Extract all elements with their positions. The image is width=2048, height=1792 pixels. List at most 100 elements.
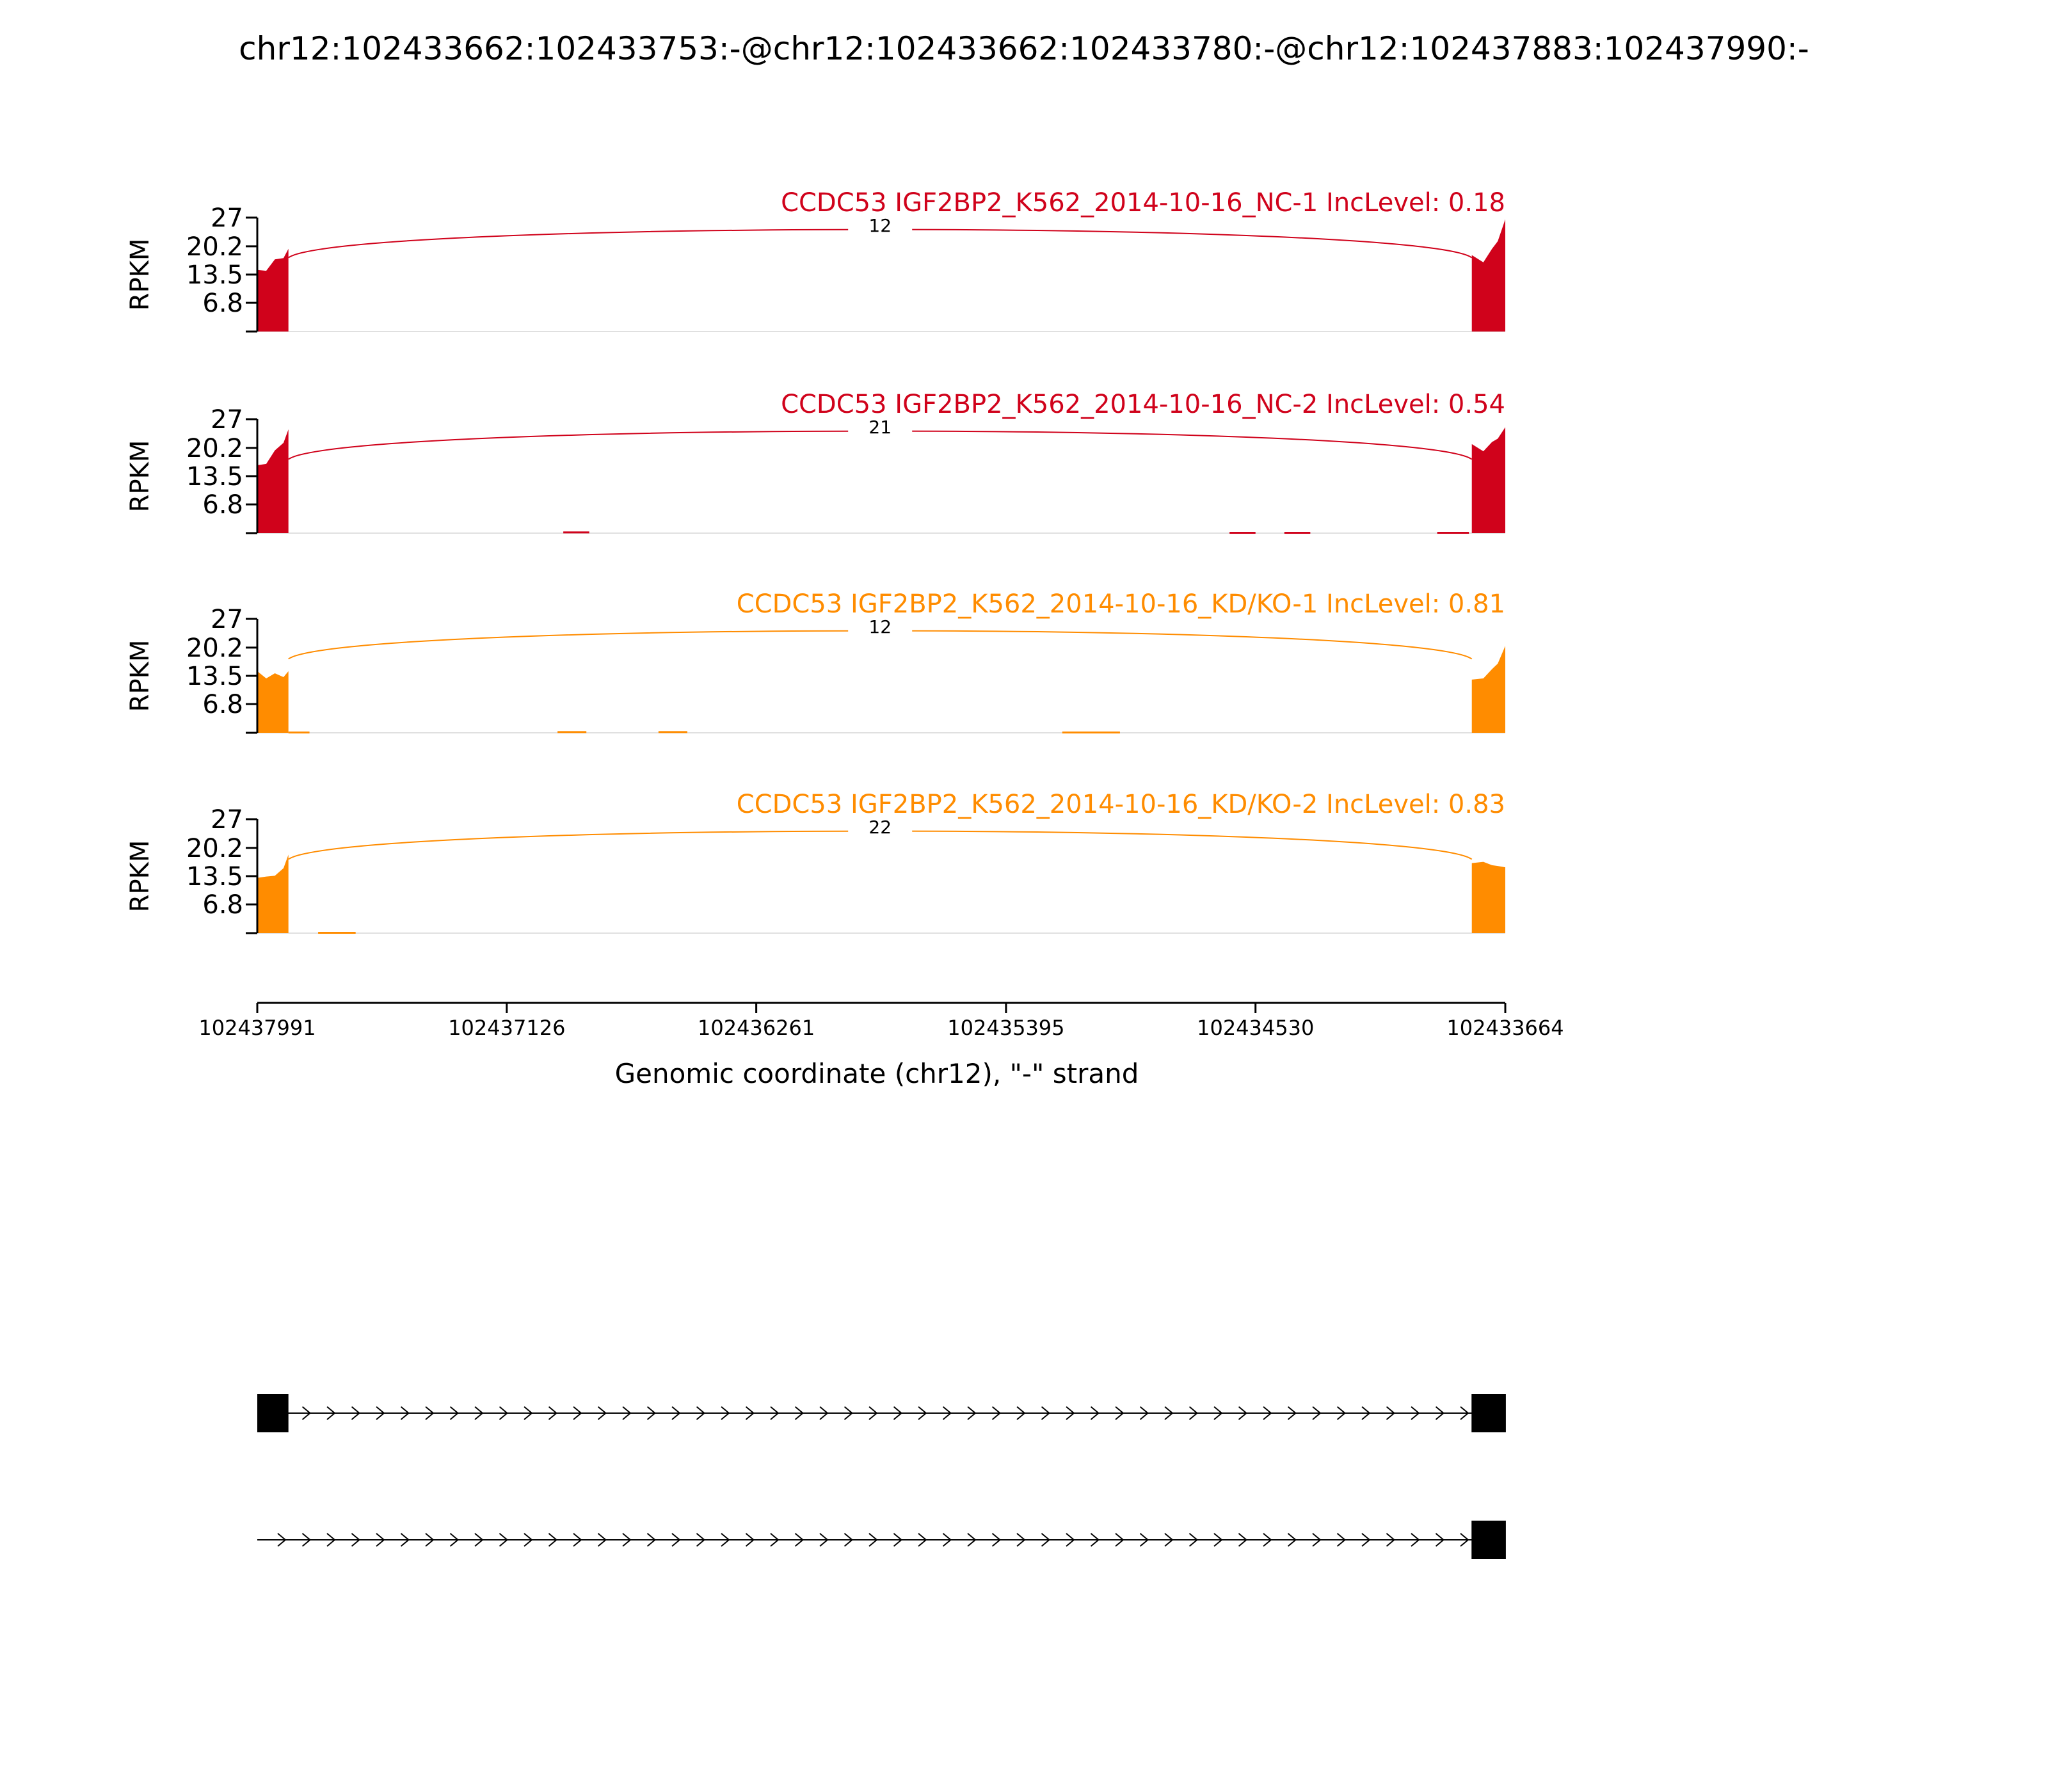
y-tick-label: 27 <box>211 204 243 233</box>
strand-arrow <box>1188 1406 1199 1420</box>
strand-arrow <box>425 1406 435 1420</box>
strand-arrow <box>1386 1406 1396 1420</box>
y-tick-label: 6.8 <box>202 890 243 920</box>
strand-arrow <box>1336 1406 1347 1420</box>
strand-arrow <box>844 1406 854 1420</box>
junction-count-bg <box>848 815 913 838</box>
strand-arrow <box>1411 1406 1420 1420</box>
coverage-area-right-exon <box>1471 427 1505 533</box>
strand-arrow <box>893 1406 903 1420</box>
coverage-area-left-exon <box>257 854 289 933</box>
strand-arrow <box>1115 1533 1124 1547</box>
coverage-island <box>563 531 589 534</box>
strand-arrow <box>573 1533 582 1547</box>
strand-arrow <box>745 1406 755 1420</box>
strand-arrow <box>671 1406 681 1420</box>
strand-arrow <box>499 1533 509 1547</box>
coverage-island <box>288 732 310 734</box>
strand-arrow <box>1066 1406 1075 1420</box>
strand-arrow <box>573 1406 582 1420</box>
panel-title: CCDC53 IGF2BP2_K562_2014-10-16_KD/KO-2 I… <box>737 790 1505 819</box>
strand-arrow <box>425 1533 435 1547</box>
strand-arrow <box>1213 1406 1223 1420</box>
strand-arrow <box>1238 1533 1248 1547</box>
strand-arrow <box>277 1533 287 1547</box>
y-tick-label: 20.2 <box>186 834 243 863</box>
x-tick-label: 102437991 <box>198 1016 316 1040</box>
strand-arrow <box>819 1406 829 1420</box>
strand-arrow <box>1312 1533 1322 1547</box>
strand-arrow <box>967 1406 977 1420</box>
coverage-island <box>318 932 356 934</box>
y-axis-label: RPKM <box>125 440 155 513</box>
coverage-island <box>658 731 687 733</box>
coverage-island <box>1437 532 1469 534</box>
isoform-exon <box>1471 1394 1506 1432</box>
coverage-island <box>1229 532 1256 534</box>
strand-arrow <box>1016 1533 1026 1547</box>
strand-arrow <box>770 1406 780 1420</box>
strand-arrow <box>967 1533 977 1547</box>
strand-arrow <box>326 1406 336 1420</box>
strand-arrow <box>301 1406 312 1420</box>
strand-arrow <box>918 1533 927 1547</box>
strand-arrow <box>1435 1406 1445 1420</box>
strand-arrow <box>942 1533 952 1547</box>
strand-arrow <box>671 1533 681 1547</box>
x-axis-label: Genomic coordinate (chr12), "-" strand <box>615 1058 1139 1089</box>
y-tick-label: 20.2 <box>186 434 243 463</box>
strand-arrow <box>1263 1406 1272 1420</box>
strand-arrow <box>1287 1406 1297 1420</box>
strand-arrow <box>376 1406 385 1420</box>
strand-arrow <box>1361 1533 1371 1547</box>
strand-arrow <box>400 1406 410 1420</box>
strand-arrow <box>794 1406 804 1420</box>
strand-arrow <box>1016 1406 1026 1420</box>
strand-arrow <box>1238 1406 1248 1420</box>
x-tick-label: 102436261 <box>698 1016 815 1040</box>
strand-arrow <box>597 1406 607 1420</box>
panel-title: CCDC53 IGF2BP2_K562_2014-10-16_KD/KO-1 I… <box>737 589 1505 619</box>
strand-arrow <box>449 1406 460 1420</box>
strand-arrow <box>1041 1406 1051 1420</box>
junction-count-bg <box>848 214 913 237</box>
coverage-island <box>557 731 587 733</box>
strand-arrow <box>1336 1533 1347 1547</box>
x-tick-label: 102435395 <box>947 1016 1064 1040</box>
junction-count: 21 <box>868 417 892 438</box>
panel-title: CCDC53 IGF2BP2_K562_2014-10-16_NC-2 IncL… <box>781 390 1505 419</box>
strand-arrow <box>721 1406 730 1420</box>
junction-count: 22 <box>868 817 892 838</box>
strand-arrow <box>721 1533 730 1547</box>
strand-arrow <box>1066 1533 1075 1547</box>
strand-arrow <box>991 1406 1002 1420</box>
coverage-area-right-exon <box>1471 646 1505 733</box>
strand-arrow <box>745 1533 755 1547</box>
isoform-2 <box>257 1521 1506 1559</box>
strand-arrow <box>1411 1533 1420 1547</box>
y-tick-label: 20.2 <box>186 232 243 262</box>
strand-arrow <box>1386 1533 1396 1547</box>
strand-arrow <box>622 1406 632 1420</box>
strand-arrow <box>794 1533 804 1547</box>
strand-arrow <box>474 1533 484 1547</box>
x-axis: 102437991 102437126 102436261 102435395 1024… <box>198 1002 1564 1040</box>
strand-arrow <box>474 1406 484 1420</box>
strand-arrow <box>1435 1533 1445 1547</box>
x-tick-label: 102434530 <box>1197 1016 1314 1040</box>
strand-arrow <box>844 1533 854 1547</box>
strand-arrow <box>1460 1533 1469 1547</box>
strand-arrow <box>1188 1533 1199 1547</box>
chart-title: chr12:102433662:102433753:-@chr12:102433… <box>239 30 1809 67</box>
strand-arrow <box>1115 1406 1124 1420</box>
strand-arrow <box>326 1533 336 1547</box>
strand-arrow <box>548 1406 558 1420</box>
strand-arrow <box>1139 1533 1149 1547</box>
y-tick-label: 13.5 <box>186 462 243 492</box>
junction-count-bg <box>848 415 913 438</box>
y-tick-label: 6.8 <box>202 690 243 719</box>
